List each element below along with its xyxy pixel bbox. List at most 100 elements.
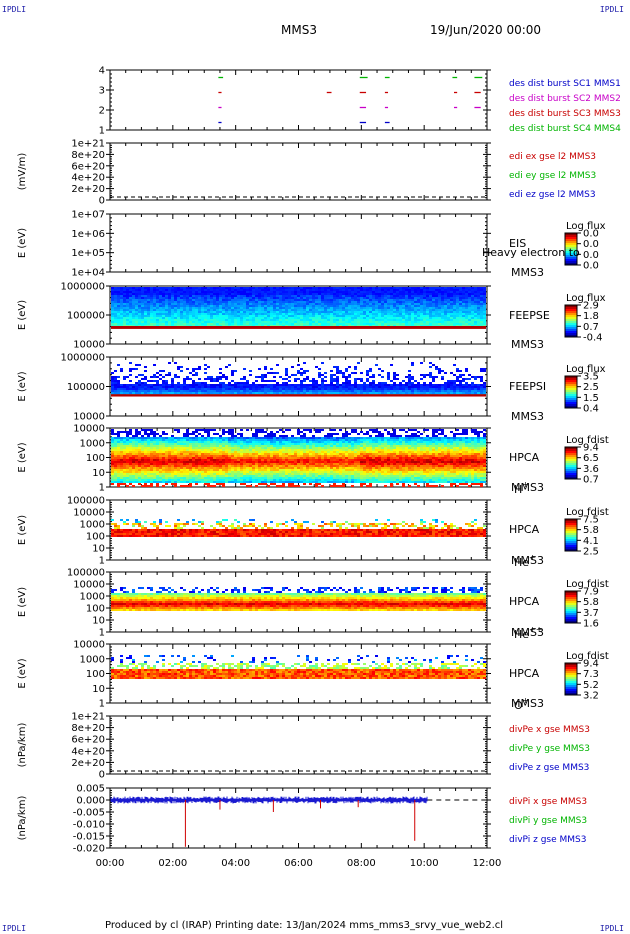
spectrogram-cell — [123, 471, 126, 473]
spectrogram-cell — [339, 305, 342, 307]
spectrogram-cell — [444, 305, 447, 307]
spectrogram-cell — [189, 473, 192, 475]
spectrogram-cell — [165, 459, 168, 461]
spectrogram-cell — [171, 467, 174, 469]
spectrogram-cell — [360, 299, 363, 301]
spectrogram-cell — [294, 386, 297, 388]
spectrogram-cell — [393, 309, 396, 311]
spectrogram-cell — [339, 309, 342, 311]
spectrogram-cell — [153, 443, 156, 445]
colorbar-frame — [564, 375, 578, 409]
spectrogram-cell — [135, 319, 138, 321]
spectrogram-cell — [468, 319, 471, 321]
spectrogram-cell — [369, 303, 372, 305]
spectrogram-cell — [243, 368, 246, 370]
spectrogram-cell — [357, 313, 360, 315]
spectrogram-cell — [240, 382, 243, 384]
spectrogram-cell — [177, 291, 180, 293]
spectrogram-cell — [435, 388, 438, 390]
spectrogram-cell — [156, 293, 159, 295]
spectrogram-cell — [174, 477, 177, 479]
spectrogram-cell — [129, 309, 132, 311]
spectrogram-cell — [321, 305, 324, 307]
spectrogram-cell — [336, 370, 339, 372]
spectrogram-cell — [198, 293, 201, 295]
spectrogram-cell — [237, 291, 240, 293]
spectrogram-cell — [150, 457, 153, 459]
spectrogram-cell — [198, 299, 201, 301]
spectrogram-cell — [318, 368, 321, 370]
spectrogram-cell — [447, 293, 450, 295]
spectrogram-cell — [210, 311, 213, 313]
spectrogram-cell — [135, 313, 138, 315]
spectrogram-cell — [150, 390, 153, 392]
spectrogram-cell — [246, 386, 249, 388]
spectrogram-cell — [189, 390, 192, 392]
spectrogram-cell — [294, 309, 297, 311]
spectrogram-cell — [165, 319, 168, 321]
spectrogram-cell — [183, 485, 186, 487]
spectrogram-cell — [195, 317, 198, 319]
spectrogram-cell — [120, 319, 123, 321]
spectrogram-cell — [273, 386, 276, 388]
spectrogram-cell — [201, 305, 204, 307]
spectrogram-cell — [303, 390, 306, 392]
spectrogram-cell — [369, 319, 372, 321]
spectrogram-cell — [159, 386, 162, 388]
spectrogram-cell — [165, 449, 168, 451]
spectrogram-cell — [321, 289, 324, 291]
spectrogram-cell — [168, 392, 171, 394]
spectrogram-cell — [438, 301, 441, 303]
spectrogram-cell — [213, 287, 216, 289]
spectrogram-cell — [243, 311, 246, 313]
spectrogram-cell — [327, 301, 330, 303]
spectrogram-cell — [204, 317, 207, 319]
spectrogram-cell — [156, 459, 159, 461]
spectrogram-cell — [357, 301, 360, 303]
spectrogram-cell — [348, 390, 351, 392]
spectrogram-cell — [126, 384, 129, 386]
spectrogram-cell — [369, 287, 372, 289]
spectrogram-cell — [438, 386, 441, 388]
spectrogram-cell — [477, 295, 480, 297]
spectrogram-cell — [339, 313, 342, 315]
spectrogram-cell — [351, 321, 354, 323]
spectrogram-cell — [129, 323, 132, 325]
spectrogram-cell — [198, 301, 201, 303]
spectrogram-cell — [252, 295, 255, 297]
spectrogram-cell — [333, 325, 336, 327]
spectrogram-cell — [267, 299, 270, 301]
spectrogram-cell — [384, 325, 387, 327]
spectrogram-cell — [117, 289, 120, 291]
spectrogram-cell — [456, 291, 459, 293]
spectrogram-cell — [183, 481, 186, 483]
spectrogram-cell — [462, 380, 465, 382]
spectrogram-cell — [180, 317, 183, 319]
spectrogram-cell — [114, 319, 117, 321]
spectrogram-cell — [438, 309, 441, 311]
spectrogram-cell — [453, 319, 456, 321]
spectrogram-cell — [123, 465, 126, 467]
spectrogram-cell — [393, 392, 396, 394]
spectrogram-cell — [276, 295, 279, 297]
spectrogram-cell — [306, 370, 309, 372]
spectrogram-cell — [165, 386, 168, 388]
spectrogram-cell — [183, 386, 186, 388]
spectrogram-cell — [288, 392, 291, 394]
spectrogram-cell — [387, 374, 390, 376]
spectrogram-cell — [186, 455, 189, 457]
spectrogram-cell — [135, 429, 138, 431]
spectrogram-cell — [201, 315, 204, 317]
spectrogram-cell — [267, 303, 270, 305]
spectrogram-cell — [183, 441, 186, 443]
spectrogram-cell — [240, 297, 243, 299]
spectrogram-cell — [195, 390, 198, 392]
spectrogram-cell — [114, 455, 117, 457]
spectrogram-cell — [282, 307, 285, 309]
spectrogram-cell — [195, 368, 198, 370]
spectrogram-cell — [414, 384, 417, 386]
spectrogram-cell — [210, 384, 213, 386]
spectrogram-cell — [450, 303, 453, 305]
spectrogram-cell — [291, 295, 294, 297]
spectrogram-cell — [138, 305, 141, 307]
